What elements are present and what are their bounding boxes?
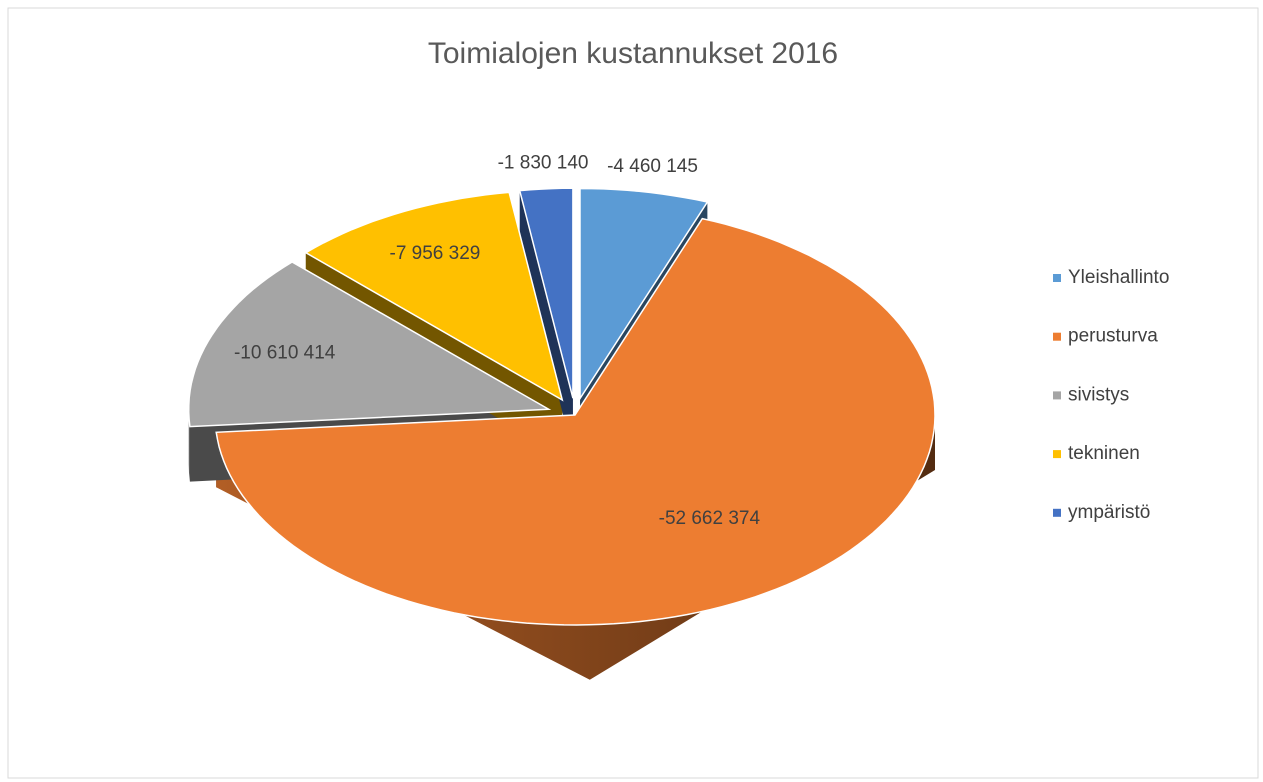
chart-title: Toimialojen kustannukset 2016 bbox=[428, 37, 838, 70]
legend-label: perusturva bbox=[1068, 326, 1158, 347]
slice bbox=[304, 191, 564, 402]
slice-side bbox=[188, 409, 190, 482]
legend-swatch bbox=[1053, 274, 1061, 282]
slice-side bbox=[216, 415, 935, 680]
slice bbox=[215, 217, 936, 626]
data-label: -1 830 140 bbox=[498, 153, 589, 174]
legend-swatch bbox=[1053, 450, 1061, 459]
data-label: -7 956 329 bbox=[390, 243, 481, 264]
slice-tops bbox=[187, 187, 936, 626]
legend-swatch bbox=[1053, 391, 1061, 400]
slice bbox=[187, 261, 552, 428]
legend-label: ympäristö bbox=[1068, 502, 1150, 523]
data-label: -52 662 374 bbox=[659, 508, 761, 529]
legend-swatch bbox=[1053, 332, 1061, 341]
legend-label: Yleishallinto bbox=[1068, 267, 1169, 288]
legend-label: tekninen bbox=[1068, 443, 1140, 464]
data-label: -4 460 145 bbox=[607, 156, 698, 177]
data-label: -10 610 414 bbox=[234, 343, 336, 364]
legend-swatch bbox=[1053, 508, 1061, 517]
slice bbox=[579, 187, 709, 402]
legend-label: sivistys bbox=[1068, 384, 1129, 405]
slice bbox=[518, 187, 574, 399]
